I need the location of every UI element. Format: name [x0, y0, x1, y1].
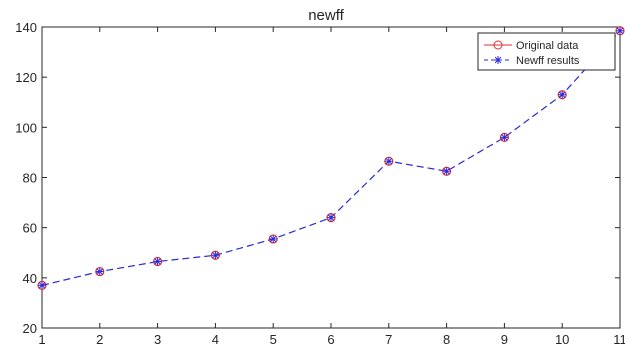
data-point-newff-results — [327, 213, 335, 222]
x-tick-label: 5 — [270, 332, 277, 347]
legend-label-original-data: Original data — [516, 40, 579, 52]
asterisk-stroke — [38, 282, 46, 289]
data-point-newff-results — [558, 90, 567, 99]
y-tick-label: 140 — [15, 20, 37, 35]
x-tick-label: 9 — [501, 332, 508, 347]
asterisk-stroke — [558, 91, 566, 98]
asterisk-stroke — [385, 157, 393, 165]
data-point-newff-results — [384, 157, 393, 166]
y-tick-label: 100 — [15, 120, 37, 135]
asterisk-stroke — [501, 134, 508, 141]
asterisk-stroke — [212, 252, 219, 259]
asterisk-stroke — [327, 214, 335, 221]
asterisk-stroke — [443, 167, 450, 175]
data-point-newff-results — [442, 167, 451, 176]
x-tick-label: 2 — [96, 332, 103, 347]
plot-area — [41, 26, 621, 329]
x-tick-label: 6 — [327, 332, 334, 347]
asterisk-stroke — [494, 56, 502, 64]
data-point-newff-results — [38, 281, 46, 290]
x-tick-label: 1 — [38, 332, 45, 347]
legend: Original data Newff results — [477, 32, 616, 71]
x-tick-label: 10 — [555, 332, 569, 347]
asterisk-stroke — [616, 27, 624, 34]
x-tick-label: 4 — [212, 332, 219, 347]
chart-title: newff — [308, 7, 344, 24]
axes: 1 2 3 4 5 6 7 8 9 10 11 20 40 60 80 100 120 140 — [15, 20, 625, 347]
y-tick-label: 80 — [23, 171, 37, 186]
asterisk-stroke — [269, 235, 277, 243]
asterisk-stroke — [154, 258, 161, 265]
data-point-newff-results — [211, 251, 220, 260]
legend-asterisk-glyph — [494, 56, 502, 64]
x-tick-label: 3 — [154, 332, 161, 347]
data-point-newff-results — [269, 234, 278, 243]
asterisk-stroke — [96, 268, 104, 275]
x-tick-label: 7 — [385, 332, 392, 347]
series-group — [37, 26, 625, 290]
data-point-newff-results — [616, 26, 624, 35]
legend-swatch-newff-results-marker — [494, 56, 502, 64]
y-tick-label: 60 — [23, 221, 37, 236]
y-tick-label: 120 — [15, 70, 37, 85]
x-tick-label: 11 — [613, 332, 625, 347]
x-tick-label: 8 — [443, 332, 450, 347]
data-point-newff-results — [500, 133, 509, 142]
legend-swatch-original-data-marker — [493, 40, 503, 50]
legend-label-newff-results: Newff results — [516, 55, 580, 67]
data-point-newff-results — [95, 267, 104, 276]
y-tick-label: 20 — [23, 321, 37, 336]
data-point-newff-results — [153, 257, 162, 266]
y-tick-label: 40 — [23, 271, 37, 286]
legend-box — [477, 32, 616, 71]
